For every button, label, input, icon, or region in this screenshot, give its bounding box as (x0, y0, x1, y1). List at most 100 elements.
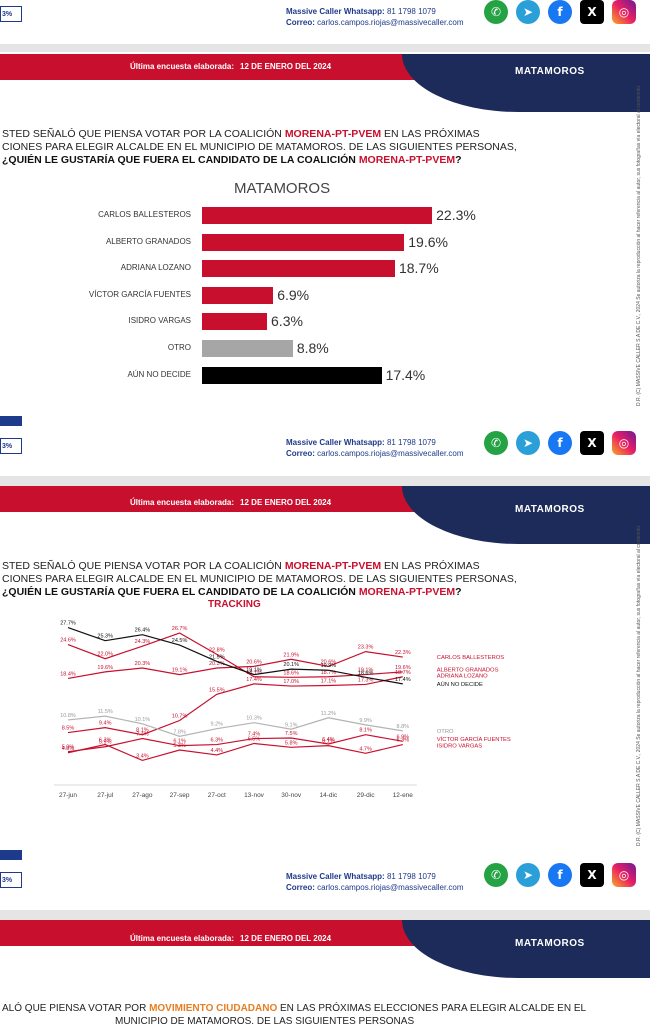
x-tick-label: 27-oct (208, 792, 226, 799)
data-label: 15.5% (209, 687, 225, 693)
page-divider-2 (0, 910, 650, 920)
whatsapp-icon[interactable]: ✆ (484, 0, 508, 24)
telegram-icon[interactable]: ➤ (516, 863, 540, 887)
email-label: Correo: (286, 883, 315, 892)
data-label: 22.0% (97, 652, 113, 658)
x-tick-label: 13-nov (244, 792, 265, 799)
side-note: D.R. (C) MASSIVE CALLER S.A DE C.V., 202… (636, 84, 642, 406)
contact-info-2: Massive Caller Whatsapp: 81 1798 1079 Co… (286, 437, 464, 459)
q3-part-a: ALÓ QUE PIENSA VOTAR POR (2, 1003, 150, 1014)
bar (202, 340, 293, 357)
bar (202, 366, 382, 384)
bar-label: CARLOS BALLESTEROS (98, 210, 191, 219)
data-label: 20.6% (321, 659, 337, 665)
bar-chart: MATAMOROS CARLOS BALLESTEROS 22.3% ALBERTO… (0, 180, 620, 390)
social-icons-3: ✆ ➤ f X ◎ (484, 863, 636, 887)
bar-value-label: 8.8% (296, 340, 329, 356)
x-tick-label: 12-ene (393, 792, 414, 799)
data-label: 20.1% (283, 662, 299, 668)
bar-label: VÍCTOR GARCÍA FUENTES (88, 289, 191, 299)
slide-1: 3% Massive Caller Whatsapp: 81 1798 1079… (0, 0, 650, 482)
social-icons: ✆ ➤ f X ◎ (484, 0, 636, 24)
q2-line3-highlight: MORENA-PT-PVEM (358, 586, 456, 598)
data-label: 9.4% (99, 721, 112, 727)
whatsapp-label: Massive Caller Whatsapp: (286, 872, 385, 881)
instagram-icon[interactable]: ◎ (612, 431, 636, 455)
data-label: 18.4% (60, 671, 76, 677)
instagram-icon[interactable]: ◎ (612, 863, 636, 887)
corner-badge-4 (0, 850, 22, 860)
data-label: 26.4% (135, 628, 151, 634)
data-label: 17.1% (321, 679, 337, 685)
facebook-icon[interactable]: f (548, 431, 572, 455)
email-address: carlos.campos.riojas@massivecaller.com (317, 449, 464, 458)
q3-part-b: EN LAS PRÓXIMAS ELECCIONES PARA ELEGIR A… (277, 1003, 587, 1014)
data-label: 8.1% (136, 728, 149, 734)
series-line (67, 627, 403, 685)
x-icon[interactable]: X (580, 863, 604, 887)
q1-part-b: EN LAS PRÓXIMAS (381, 128, 480, 140)
data-label: 18.7% (395, 670, 411, 676)
data-label: 6.4% (322, 737, 335, 743)
q2-highlight: MORENA-PT-PVEM (284, 560, 382, 572)
data-label: 24.6% (60, 638, 76, 644)
legend-label: OTRO (437, 729, 454, 735)
x-icon[interactable]: X (580, 0, 604, 24)
facebook-icon[interactable]: f (548, 863, 572, 887)
whatsapp-number: 81 1798 1079 (386, 438, 436, 447)
telegram-icon[interactable]: ➤ (516, 0, 540, 24)
email-address: carlos.campos.riojas@massivecaller.com (317, 883, 464, 892)
bar (202, 260, 395, 278)
bar-label: ADRIANA LOZANO (120, 263, 191, 273)
banner-date-value: 12 DE ENERO DEL 2024 (240, 62, 332, 71)
data-label: 5.3% (173, 743, 186, 749)
q1-line3-a: ¿QUIÉN LE GUSTARÍA QUE FUERA EL CANDIDAT… (2, 154, 359, 166)
whatsapp-label: Massive Caller Whatsapp: (286, 7, 385, 16)
x-tick-label: 30-nov (281, 792, 302, 799)
data-label: 6.3% (397, 738, 410, 744)
data-label: 23.3% (358, 645, 374, 651)
data-label: 4.8% (62, 746, 75, 752)
facebook-icon[interactable]: f (548, 0, 572, 24)
whatsapp-icon[interactable]: ✆ (484, 863, 508, 887)
x-tick-label: 29-dic (357, 792, 375, 799)
data-label: 10.8% (60, 713, 76, 719)
banner-date: Última encuesta elaborada: 12 DE ENERO DE… (124, 498, 331, 507)
data-label: 7.4% (136, 732, 149, 738)
whatsapp-icon[interactable]: ✆ (484, 431, 508, 455)
data-label: 3.4% (136, 753, 149, 759)
bar (202, 207, 433, 224)
data-label: 27.7% (60, 621, 76, 627)
data-label: 4.7% (359, 746, 372, 752)
q1-line3-b: ? (455, 154, 462, 166)
data-label: 10.3% (246, 716, 262, 722)
data-label: 6.3% (99, 738, 112, 744)
data-label: 7.4% (248, 732, 261, 738)
legend-label: ADRIANA LOZANO (437, 674, 488, 680)
data-label: 5.8% (285, 740, 298, 746)
q1-line2: CIONES PARA ELEGIR ALCALDE EN EL MUNICIP… (2, 141, 517, 153)
banner-city: MATAMOROS (515, 504, 585, 515)
data-label: 26.7% (172, 626, 188, 632)
question-text-2: STED SEÑALÓ QUE PIENSA VOTAR POR LA COAL… (2, 560, 517, 599)
banner-label: Última encuesta elaborada: (130, 62, 235, 71)
corner-badge-2 (0, 416, 22, 426)
bar-label: ISIDRO VARGAS (128, 316, 191, 326)
instagram-icon[interactable]: ◎ (612, 0, 636, 24)
bar (202, 286, 274, 304)
data-label: 17.4% (395, 677, 411, 683)
data-label: 25.3% (97, 634, 113, 640)
series-line (67, 715, 403, 737)
x-tick-label: 27-ago (132, 792, 153, 799)
banner-label: Última encuesta elaborada: (130, 934, 235, 943)
data-label: 19.1% (358, 668, 374, 674)
email-label: Correo: (286, 18, 315, 27)
q1-line3-highlight: MORENA-PT-PVEM (358, 154, 456, 166)
banner: Última encuesta elaborada: 12 DE ENERO DE… (0, 54, 650, 124)
data-label: 24.3% (135, 639, 151, 645)
telegram-icon[interactable]: ➤ (516, 431, 540, 455)
side-note-2: D.R. (C) MASSIVE CALLER S.A DE C.V., 202… (636, 524, 642, 846)
q2-part-a: STED SEÑALÓ QUE PIENSA VOTAR POR LA COAL… (2, 560, 285, 572)
x-icon[interactable]: X (580, 431, 604, 455)
data-label: 5.9% (99, 740, 112, 746)
